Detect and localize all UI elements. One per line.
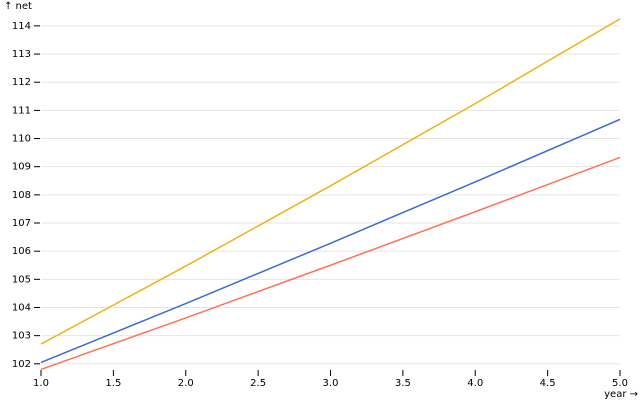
y-tick-label: 107 <box>12 218 31 229</box>
y-tick-label: 110 <box>12 134 31 145</box>
y-axis-label: ↑ net <box>4 1 32 12</box>
x-tick-label: 3.5 <box>395 378 411 389</box>
x-tick-label: 1.0 <box>33 378 49 389</box>
x-axis-label: year → <box>604 389 638 400</box>
y-tick-label: 112 <box>12 77 31 88</box>
y-tick-label: 109 <box>12 162 31 173</box>
x-tick-label: 3.0 <box>323 378 339 389</box>
y-tick-label: 104 <box>12 302 31 313</box>
y-tick-label: 113 <box>12 49 31 60</box>
y-tick-label: 105 <box>12 274 31 285</box>
x-tick-label: 2.5 <box>250 378 266 389</box>
x-tick-label: 4.5 <box>540 378 556 389</box>
y-tick-label: 102 <box>12 359 31 370</box>
line <box>40 156 621 371</box>
y-tick-label: 106 <box>12 246 31 257</box>
x-tick-label: 4.0 <box>467 378 483 389</box>
line <box>40 18 621 345</box>
line <box>40 118 621 364</box>
y-tick-label: 108 <box>12 190 31 201</box>
y-tick-label: 114 <box>12 21 31 32</box>
y-tick-label: 111 <box>12 105 31 116</box>
x-tick-label: 2.0 <box>178 378 194 389</box>
x-tick-label: 1.5 <box>105 378 121 389</box>
y-tick-label: 103 <box>12 331 31 342</box>
x-tick-label: 5.0 <box>612 378 628 389</box>
